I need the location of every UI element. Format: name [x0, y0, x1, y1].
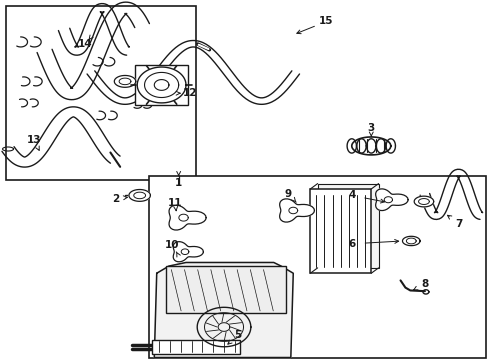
Text: 7: 7	[454, 219, 462, 229]
Text: 9: 9	[284, 189, 291, 199]
Text: 12: 12	[182, 88, 197, 98]
Polygon shape	[114, 76, 136, 87]
Text: 11: 11	[168, 198, 182, 208]
Text: 14: 14	[78, 40, 92, 49]
Polygon shape	[154, 262, 293, 357]
Polygon shape	[402, 236, 419, 246]
Text: 1: 1	[175, 178, 182, 188]
Bar	[149, 176, 485, 357]
Text: 5: 5	[234, 330, 241, 340]
Text: 13: 13	[26, 135, 41, 145]
Text: 8: 8	[421, 279, 427, 289]
Polygon shape	[351, 137, 390, 155]
Polygon shape	[413, 196, 433, 207]
Polygon shape	[279, 199, 314, 222]
Bar	[166, 266, 285, 313]
Text: 10: 10	[165, 239, 179, 249]
Bar	[135, 65, 188, 105]
Bar	[152, 339, 239, 354]
Polygon shape	[375, 189, 407, 211]
Text: 4: 4	[347, 190, 355, 201]
Bar	[310, 189, 370, 273]
Polygon shape	[129, 189, 150, 201]
Text: 15: 15	[319, 17, 333, 27]
Polygon shape	[169, 205, 206, 230]
Text: 2: 2	[111, 194, 119, 204]
Bar	[5, 6, 195, 180]
Polygon shape	[173, 242, 203, 262]
Text: 6: 6	[347, 239, 355, 249]
Bar	[317, 184, 378, 268]
Text: 3: 3	[367, 123, 374, 133]
